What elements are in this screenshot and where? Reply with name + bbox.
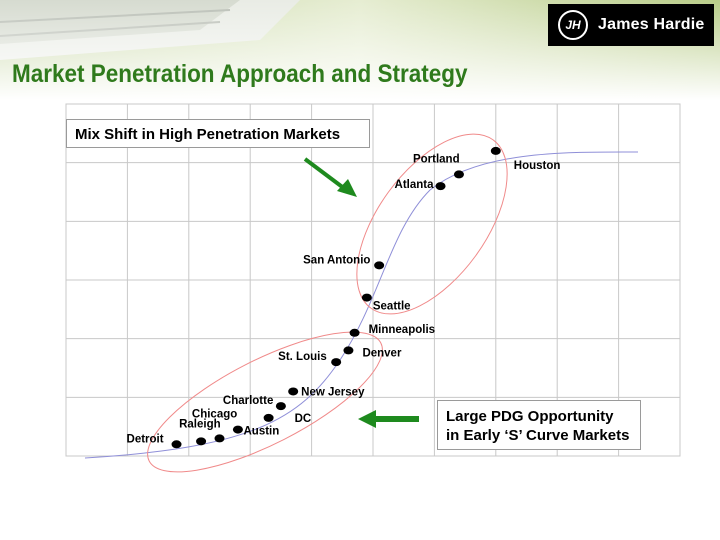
data-point-detroit — [171, 440, 182, 449]
city-label: Minneapolis — [369, 324, 435, 336]
city-label: Houston — [514, 160, 561, 172]
arrow-top-shaft — [303, 157, 347, 191]
high-penetration-ellipse — [356, 133, 508, 315]
city-label: Atlanta — [395, 179, 435, 191]
city-label: Portland — [413, 153, 460, 165]
data-point-denver — [343, 346, 354, 355]
data-point-san-antonio — [374, 261, 385, 270]
city-label: Charlotte — [223, 395, 273, 407]
s-curve-line — [84, 151, 639, 459]
city-label: Seattle — [373, 301, 411, 313]
city-label: Denver — [362, 347, 402, 359]
callout-line-2: in Early ‘S’ Curve Markets — [446, 427, 630, 444]
data-point-charlotte — [275, 402, 286, 411]
city-points — [171, 146, 501, 449]
mix-shift-callout: Mix Shift in High Penetration Markets — [66, 119, 370, 148]
city-label: New Jersey — [301, 386, 365, 398]
city-label: Detroit — [127, 433, 164, 445]
city-label: St. Louis — [278, 351, 327, 363]
data-point-raleigh — [196, 437, 207, 446]
data-point-new-jersey — [288, 387, 299, 396]
jh-logo-icon: JH — [558, 10, 588, 40]
arrow-top-head — [337, 179, 357, 197]
james-hardie-logo: JH James Hardie — [548, 4, 714, 46]
data-point-houston — [490, 146, 501, 155]
arrow-left-head — [358, 410, 376, 428]
chart-grid — [65, 103, 681, 457]
page-title: Market Penetration Approach and Strategy — [12, 60, 468, 88]
city-label: Raleigh — [179, 418, 221, 430]
data-point-atlanta — [435, 182, 446, 191]
data-point-portland — [453, 170, 464, 179]
city-label: Chicago — [192, 409, 237, 421]
data-point-dc — [263, 413, 274, 422]
city-labels: Detroit Raleigh Austin Chicago DC Charlotte Ne… — [127, 153, 561, 445]
data-point-st-louis — [331, 358, 342, 367]
city-label: DC — [295, 413, 312, 425]
early-curve-ellipse — [147, 331, 383, 473]
data-point-seattle — [361, 293, 372, 302]
city-label: San Antonio — [303, 254, 370, 266]
chart-overlays — [84, 133, 639, 473]
pdg-opportunity-callout: Large PDG Opportunity in Early ‘S’ Curve… — [437, 400, 641, 450]
logo-text: James Hardie — [598, 16, 705, 33]
data-point-chicago — [232, 425, 243, 434]
data-point-austin — [214, 434, 225, 443]
callout-line-1: Large PDG Opportunity — [446, 408, 614, 425]
data-point-minneapolis — [349, 328, 360, 337]
arrow-left-shaft — [373, 416, 419, 422]
city-label: Austin — [244, 425, 280, 437]
